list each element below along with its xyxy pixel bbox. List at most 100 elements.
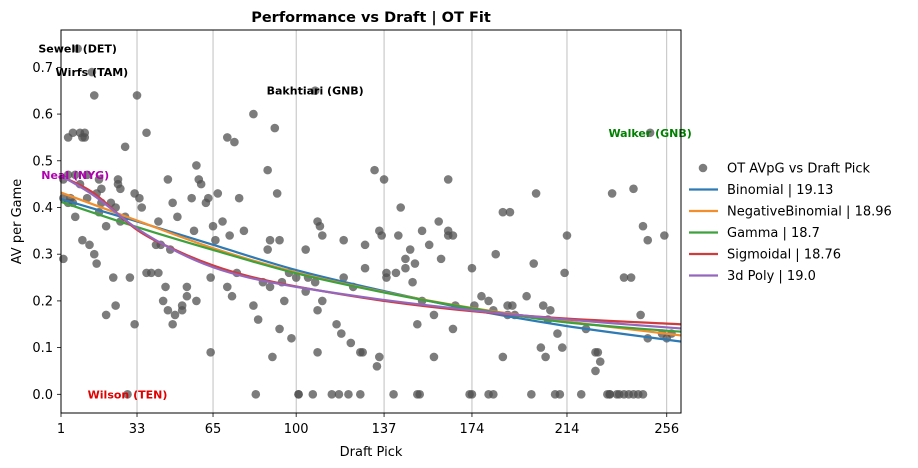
data-point (263, 245, 272, 254)
data-point (607, 189, 617, 198)
data-point (125, 273, 135, 282)
data-point (448, 231, 458, 240)
data-point (595, 357, 605, 366)
fit-line (60, 200, 682, 333)
data-point (313, 347, 322, 357)
data-point (279, 296, 289, 306)
data-point (163, 305, 173, 315)
data-point (527, 390, 536, 399)
data-point (396, 203, 405, 212)
data-point (213, 189, 223, 198)
data-point (591, 366, 600, 376)
data-point (196, 179, 206, 189)
data-point (389, 390, 398, 399)
data-point (87, 67, 97, 77)
data-point (206, 347, 215, 357)
data-point (638, 390, 648, 399)
data-point (310, 277, 320, 287)
data-point (70, 212, 80, 222)
data-point (489, 390, 498, 399)
data-point (123, 390, 132, 399)
data-point (287, 333, 296, 343)
data-point (89, 91, 99, 100)
data-point (522, 291, 531, 301)
data-point (643, 235, 653, 245)
data-point (206, 273, 215, 282)
data-point (560, 268, 569, 278)
data-point (187, 193, 196, 203)
data-point (484, 296, 493, 306)
x-tick-label: 33 (129, 422, 146, 437)
data-point (626, 273, 636, 282)
data-point (337, 329, 346, 338)
data-point (270, 123, 280, 133)
x-tick-label: 137 (372, 422, 397, 437)
data-point (429, 310, 439, 320)
data-point (408, 277, 417, 287)
fit-line (60, 191, 682, 337)
data-point (101, 221, 111, 231)
data-point (356, 390, 365, 399)
x-tick-label: 65 (205, 422, 222, 437)
data-point (85, 240, 94, 250)
data-point (636, 310, 645, 320)
data-point (146, 268, 156, 278)
legend-label: OT AVpG vs Draft Pick (727, 162, 871, 177)
data-point (391, 268, 401, 278)
data-point (170, 310, 180, 320)
data-point (645, 128, 655, 138)
data-point (576, 390, 586, 399)
x-tick-label: 100 (284, 422, 309, 437)
y-axis-ticks: 0.0 0.1 0.2 0.3 0.4 0.5 0.6 0.7 (32, 61, 61, 403)
plot-frame (60, 29, 682, 414)
data-point (332, 319, 341, 329)
data-point (415, 390, 424, 399)
data-point (208, 221, 218, 231)
data-point (529, 259, 539, 268)
data-point (318, 296, 327, 306)
data-point (294, 390, 303, 399)
data-point (344, 390, 353, 399)
data-point (401, 254, 410, 264)
data-point (310, 86, 320, 96)
legend: OT AVpG vs Draft Pick Binomial | 19.13 Neg… (689, 162, 892, 284)
data-point (203, 193, 213, 203)
player-annotation: Wilson (TEN) (88, 388, 168, 401)
data-point (619, 273, 629, 282)
data-point (394, 231, 403, 240)
y-tick-label: 0.4 (32, 201, 53, 216)
data-point (536, 343, 546, 352)
data-point (339, 273, 348, 282)
data-point (168, 319, 177, 329)
data-point (101, 310, 111, 320)
data-point (377, 231, 386, 240)
data-point (638, 221, 648, 231)
data-point (557, 343, 567, 352)
x-tick-label: 174 (460, 422, 485, 437)
data-point (154, 268, 163, 278)
data-point (163, 175, 173, 184)
fit-lines (60, 174, 682, 343)
data-point (63, 170, 73, 180)
data-point (227, 291, 237, 301)
data-point (308, 390, 318, 399)
y-axis-label: AV per Game (10, 179, 25, 265)
data-point (424, 240, 434, 250)
data-point (605, 390, 615, 399)
data-point (417, 226, 427, 236)
data-point (467, 390, 477, 399)
legend-label: 3d Poly | 19.0 (727, 269, 816, 284)
data-point (360, 263, 370, 273)
data-point (154, 217, 163, 226)
data-point (508, 301, 517, 310)
legend-label: Binomial | 19.13 (727, 183, 833, 198)
data-point (253, 315, 263, 324)
data-point (251, 390, 261, 399)
data-point (130, 319, 139, 329)
data-point (334, 390, 344, 399)
data-point (161, 282, 170, 292)
data-point (111, 301, 120, 310)
y-tick-label: 0.5 (32, 154, 53, 169)
data-point (491, 249, 501, 259)
